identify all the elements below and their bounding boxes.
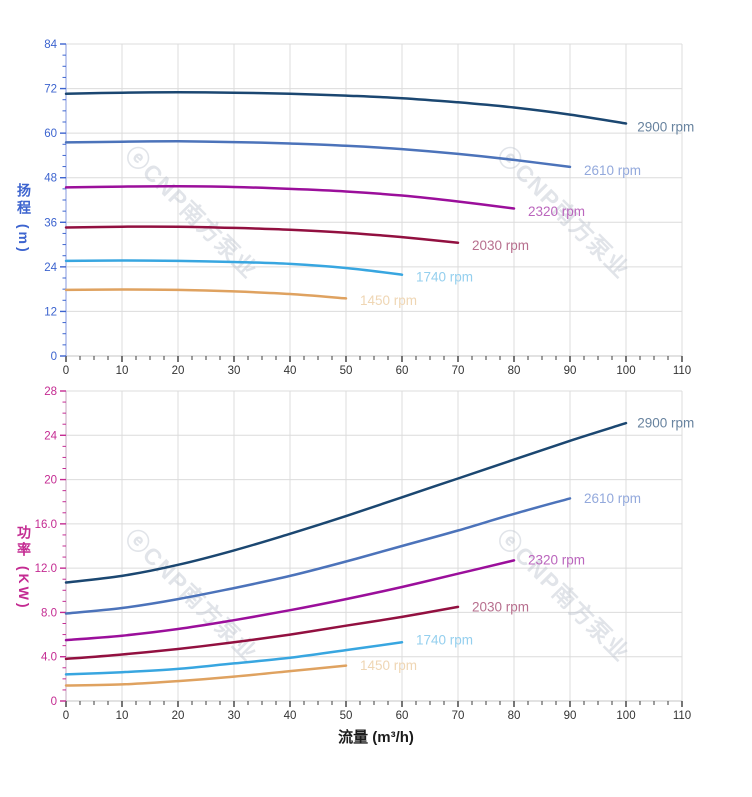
curve-label-2610-rpm: 2610 rpm <box>584 491 641 506</box>
y-tick-label: 48 <box>44 173 57 185</box>
curve-2610-rpm <box>64 140 572 169</box>
x-tick-label: 100 <box>616 365 635 377</box>
x-tick-label: 60 <box>396 365 409 377</box>
x-tick-label: 40 <box>284 710 297 722</box>
curve-2320-rpm <box>64 185 516 210</box>
x-tick-label: 10 <box>116 710 129 722</box>
y-tick-label: 16.0 <box>35 519 57 531</box>
curve-label-2320-rpm: 2320 rpm <box>528 204 585 219</box>
curve-label-2900-rpm: 2900 rpm <box>637 119 694 134</box>
curve-label-2900-rpm: 2900 rpm <box>637 416 694 431</box>
curve-2900-rpm <box>64 421 628 584</box>
y-tick-label: 0 <box>51 696 57 708</box>
curve-2030-rpm <box>64 605 460 661</box>
y-tick-label: 72 <box>44 84 57 96</box>
curve-label-1450-rpm: 1450 rpm <box>360 293 417 308</box>
y-tick-label: 4.0 <box>41 652 57 664</box>
x-tick-label: 50 <box>340 710 353 722</box>
x-tick-label: 10 <box>116 365 129 377</box>
curve-1740-rpm <box>64 641 404 676</box>
curve-2610-rpm <box>64 497 572 615</box>
x-tick-label: 0 <box>63 710 69 722</box>
power-axis-title: 功率 (KW) <box>16 525 32 611</box>
curve-label-1740-rpm: 1740 rpm <box>416 633 473 648</box>
x-tick-label: 20 <box>172 365 185 377</box>
x-tick-label: 70 <box>452 365 465 377</box>
x-tick-label: 80 <box>508 365 521 377</box>
curve-2320-rpm <box>64 559 516 642</box>
curve-1740-rpm <box>64 259 404 276</box>
x-tick-label: 30 <box>228 710 241 722</box>
y-tick-label: 24 <box>44 430 57 442</box>
curve-2030-rpm <box>64 225 460 244</box>
x-tick-label: 20 <box>172 710 185 722</box>
flow-axis-title: 流量 (m³/h) <box>338 729 414 746</box>
head-axis-title: 扬程 (m) <box>16 183 32 255</box>
x-tick-label: 110 <box>673 710 691 722</box>
curve-label-2610-rpm: 2610 rpm <box>584 163 641 178</box>
y-tick-label: 24 <box>44 262 57 274</box>
y-tick-label: 20 <box>44 475 57 487</box>
x-tick-label: 90 <box>564 365 577 377</box>
y-tick-label: 0 <box>51 351 57 363</box>
y-tick-label: 28 <box>44 386 57 398</box>
x-tick-label: 90 <box>564 710 577 722</box>
y-tick-label: 36 <box>44 217 57 229</box>
x-tick-label: 60 <box>396 710 409 722</box>
curve-label-1740-rpm: 1740 rpm <box>416 269 473 284</box>
y-tick-label: 84 <box>44 39 57 51</box>
x-tick-label: 80 <box>508 710 521 722</box>
curve-1450-rpm <box>64 288 348 300</box>
x-tick-label: 0 <box>63 365 69 377</box>
curve-label-2030-rpm: 2030 rpm <box>472 599 529 614</box>
x-tick-label: 40 <box>284 365 297 377</box>
x-tick-label: 70 <box>452 710 465 722</box>
y-tick-label: 12.0 <box>35 563 57 575</box>
y-tick-label: 12 <box>44 306 57 318</box>
curve-label-2320-rpm: 2320 rpm <box>528 552 585 567</box>
x-tick-label: 50 <box>340 365 353 377</box>
curve-label-1450-rpm: 1450 rpm <box>360 658 417 673</box>
curve-label-2030-rpm: 2030 rpm <box>472 238 529 253</box>
curve-1450-rpm <box>64 664 348 687</box>
y-tick-label: 60 <box>44 128 57 140</box>
curve-2900-rpm <box>64 91 628 125</box>
x-tick-label: 110 <box>673 365 691 377</box>
y-tick-label: 8.0 <box>41 607 57 619</box>
x-tick-label: 30 <box>228 365 241 377</box>
x-tick-label: 100 <box>616 710 635 722</box>
